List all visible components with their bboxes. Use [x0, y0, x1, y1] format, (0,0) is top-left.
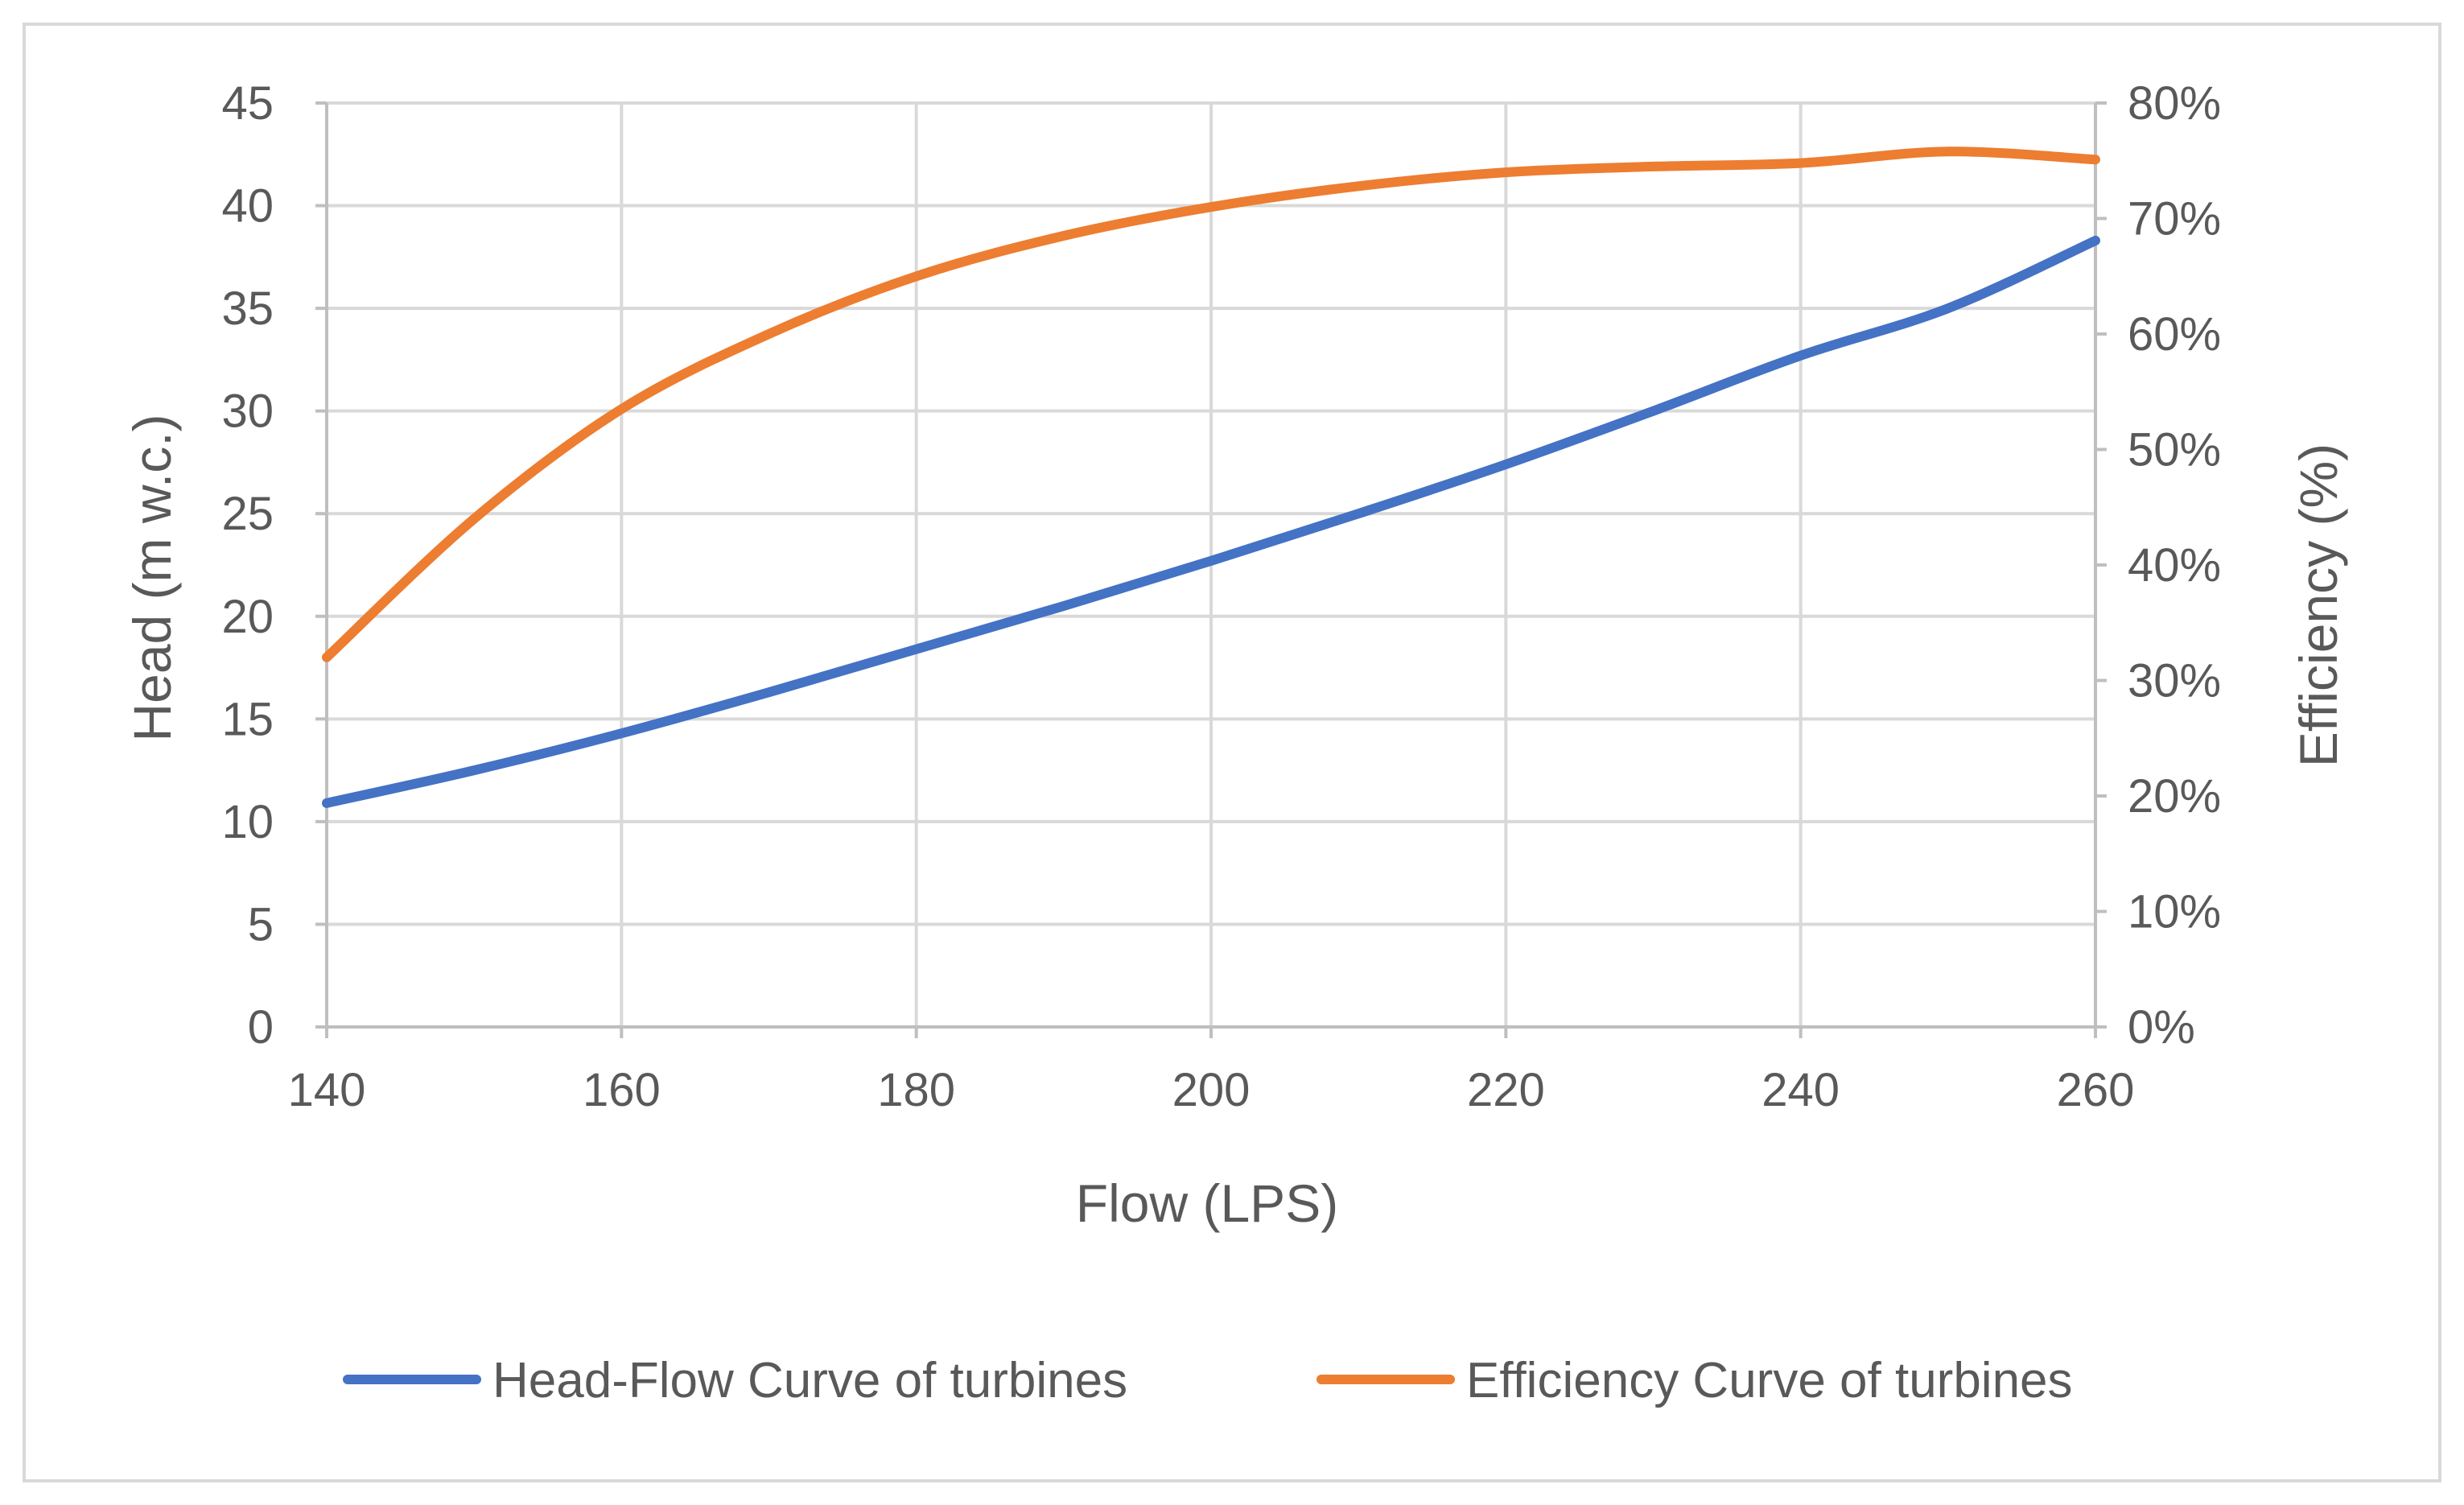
- head-flow-series-line: [322, 235, 2100, 808]
- axes: [315, 101, 2107, 1038]
- x-axis-title: Flow (LPS): [1076, 1173, 1338, 1233]
- y-right-tick-label: 20%: [2128, 770, 2221, 823]
- x-tick-label: 240: [1761, 1064, 1840, 1116]
- y-right-tick-label: 40%: [2128, 539, 2221, 592]
- y-left-tick-label: 45: [221, 77, 274, 130]
- legend: Head-Flow Curve of turbines Efficiency Cu…: [343, 1353, 2073, 1408]
- y-left-tick-label: 35: [221, 282, 274, 335]
- legend-entry-label: Head-Flow Curve of turbines: [492, 1353, 1127, 1408]
- x-tick-label: 140: [288, 1064, 366, 1116]
- y-right-tick-labels: 0% 10% 20% 30% 40% 50% 60% 70% 80%: [2128, 77, 2221, 1054]
- x-tick-label: 180: [877, 1064, 955, 1116]
- y-left-tick-label: 30: [221, 386, 274, 438]
- y-left-tick-label: 5: [248, 898, 274, 950]
- y-left-tick-label: 0: [248, 1001, 274, 1054]
- y-right-tick-label: 80%: [2128, 77, 2221, 130]
- y-left-tick-label: 40: [221, 180, 274, 233]
- y-left-tick-label: 15: [221, 693, 274, 745]
- y-right-tick-label: 30%: [2128, 655, 2221, 707]
- y-right-tick-label: 60%: [2128, 308, 2221, 361]
- efficiency-series-line: [322, 146, 2100, 662]
- y-left-tick-label: 25: [221, 488, 274, 540]
- y-left-axis-title: Head (m w.c.): [122, 414, 182, 741]
- y-right-tick-label: 0%: [2128, 1001, 2195, 1054]
- legend-entry-label: Efficiency Curve of turbines: [1466, 1353, 2073, 1408]
- y-left-tick-labels: 0 5 10 15 20 25 30 35 40 45: [221, 77, 274, 1054]
- x-tick-label: 200: [1172, 1064, 1251, 1116]
- x-tick-labels: 140 160 180 200 220 240 260: [288, 1064, 2135, 1116]
- y-right-tick-label: 70%: [2128, 193, 2221, 245]
- x-tick-label: 220: [1467, 1064, 1545, 1116]
- y-left-tick-label: 10: [221, 796, 274, 848]
- y-right-tick-label: 10%: [2128, 886, 2221, 938]
- x-tick-label: 260: [2057, 1064, 2135, 1116]
- chart-area-border: [23, 23, 2441, 1482]
- y-right-tick-label: 50%: [2128, 424, 2221, 476]
- x-tick-label: 160: [583, 1064, 661, 1116]
- y-left-tick-label: 20: [221, 591, 274, 643]
- y-right-axis-title: Efficiency (%): [2289, 443, 2348, 767]
- series-lines: [322, 146, 2100, 808]
